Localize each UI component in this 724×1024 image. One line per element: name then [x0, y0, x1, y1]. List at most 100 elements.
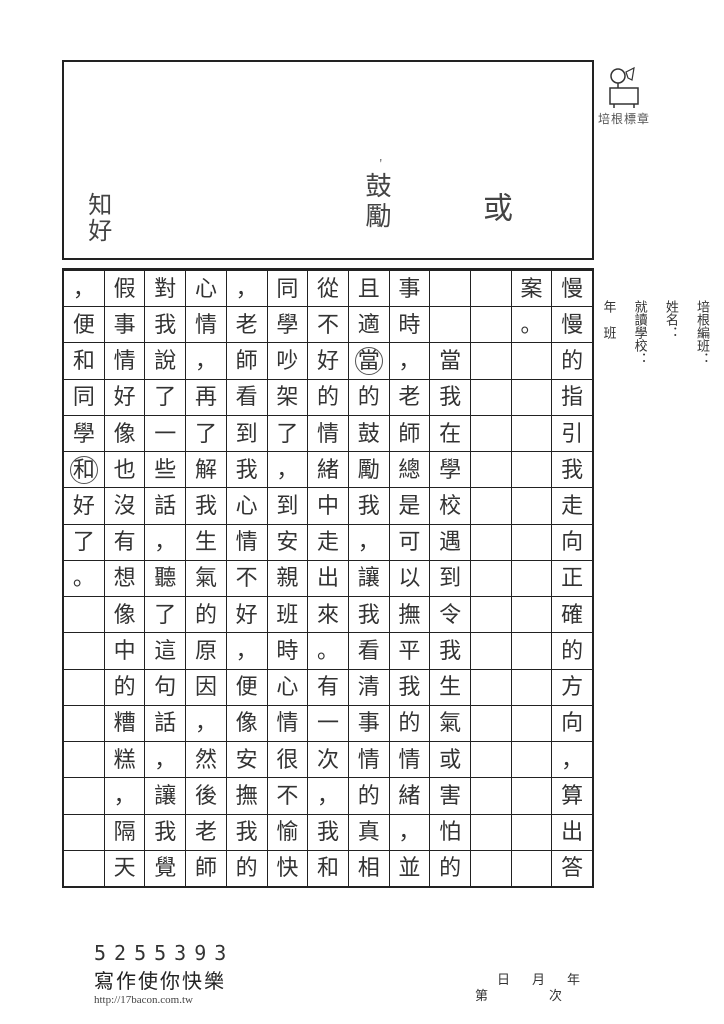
- grid-column: 從不好的情緒中走出來。有一次，我和: [307, 271, 348, 886]
- grid-cell: 方: [552, 670, 592, 706]
- grid-cell: [471, 742, 511, 778]
- grid-cell: 我: [349, 597, 389, 633]
- grid-cell: [471, 380, 511, 416]
- grid-cell: 勵: [349, 452, 389, 488]
- grid-cell: [430, 307, 470, 343]
- grid-cell: 緒: [390, 778, 430, 814]
- grid-cell: 句: [145, 670, 185, 706]
- grid-cell: 學: [430, 452, 470, 488]
- grid-cell: 清: [349, 670, 389, 706]
- badge-icon: [604, 62, 644, 108]
- comment-guli: 鼓勵: [361, 172, 392, 232]
- grid-cell: 到: [227, 416, 267, 452]
- grid-column: 當我在學校遇到令我生氣或害怕的: [429, 271, 470, 886]
- grid-cell: [512, 343, 552, 379]
- grid-cell: 生: [430, 670, 470, 706]
- meta-name: 姓名：: [656, 300, 687, 920]
- grid-column: 對我說了一些話，聽了這句話，讓我覺: [144, 271, 185, 886]
- grid-cell: 平: [390, 633, 430, 669]
- grid-cell: [64, 742, 104, 778]
- grid-cell: 和: [64, 452, 104, 488]
- grid-cell: ，: [349, 525, 389, 561]
- grid-cell: [471, 271, 511, 307]
- grid-cell: 覺: [145, 851, 185, 886]
- badge-label: 培根標章: [596, 110, 652, 127]
- grid-cell: 或: [430, 742, 470, 778]
- grid-cell: 了: [268, 416, 308, 452]
- grid-cell: [471, 416, 511, 452]
- grid-cell: 當: [430, 343, 470, 379]
- grid-cell: 怕: [430, 815, 470, 851]
- grid-cell: 從: [308, 271, 348, 307]
- grid-cell: ，: [390, 815, 430, 851]
- grid-cell: 學: [268, 307, 308, 343]
- footer-url: http://17bacon.com.tw: [94, 994, 234, 1006]
- grid-cell: 糕: [105, 742, 145, 778]
- grid-cell: 架: [268, 380, 308, 416]
- grid-cell: 到: [268, 488, 308, 524]
- grid-cell: 些: [145, 452, 185, 488]
- grid-cell: 有: [105, 525, 145, 561]
- grid-cell: [512, 742, 552, 778]
- grid-column: ，便和同學和好了。: [64, 271, 104, 886]
- grid-cell: 看: [227, 380, 267, 416]
- grid-cell: 情: [349, 742, 389, 778]
- grid-cell: 我: [430, 380, 470, 416]
- grid-cell: 了: [186, 416, 226, 452]
- grid-cell: [471, 597, 511, 633]
- grid-cell: 解: [186, 452, 226, 488]
- grid-column: 事時，老師總是可以撫平我的情緒，並: [389, 271, 430, 886]
- grid-cell: 不: [268, 778, 308, 814]
- grid-cell: [430, 271, 470, 307]
- meta-school: 就讀學校：: [624, 300, 655, 920]
- grid-cell: ，: [186, 706, 226, 742]
- grid-cell: [64, 706, 104, 742]
- grid-cell: 的: [390, 706, 430, 742]
- grid-cell: [471, 343, 511, 379]
- grid-cell: [471, 525, 511, 561]
- teacher-comment-box: 培根標章 ' 或 鼓勵 知好: [62, 60, 594, 260]
- grid-cell: 讓: [349, 561, 389, 597]
- grid-cell: 不: [227, 561, 267, 597]
- grid-cell: ，: [186, 343, 226, 379]
- grid-cell: 引: [552, 416, 592, 452]
- grid-cell: [64, 815, 104, 851]
- grid-cell: ，: [552, 742, 592, 778]
- grid-cell: 出: [308, 561, 348, 597]
- grid-cell: 不: [308, 307, 348, 343]
- grid-cell: 再: [186, 380, 226, 416]
- grid-cell: 師: [227, 343, 267, 379]
- grid-cell: 好: [64, 488, 104, 524]
- grid-cell: 校: [430, 488, 470, 524]
- grid-cell: 向: [552, 706, 592, 742]
- grid-cell: 班: [268, 597, 308, 633]
- grid-cell: 我: [552, 452, 592, 488]
- grid-cell: 緒: [308, 452, 348, 488]
- grid-cell: 適: [349, 307, 389, 343]
- grid-cell: 走: [552, 488, 592, 524]
- grid-cell: ，: [390, 343, 430, 379]
- grid-cell: 好: [227, 597, 267, 633]
- grid-cell: [512, 815, 552, 851]
- grid-cell: 向: [552, 525, 592, 561]
- grid-cell: 的: [186, 597, 226, 633]
- grid-cell: 相: [349, 851, 389, 886]
- grid-cell: 正: [552, 561, 592, 597]
- grid-cell: 的: [227, 851, 267, 886]
- grid-cell: 當: [349, 343, 389, 379]
- grid-cell: 聽: [145, 561, 185, 597]
- grid-cell: 總: [390, 452, 430, 488]
- grid-cell: 中: [308, 488, 348, 524]
- grid-cell: [471, 670, 511, 706]
- grid-cell: 令: [430, 597, 470, 633]
- footer-number: 5255393: [94, 941, 234, 965]
- grid-cell: 確: [552, 597, 592, 633]
- grid-cell: 次: [308, 742, 348, 778]
- grid-cell: 後: [186, 778, 226, 814]
- grid-cell: [471, 452, 511, 488]
- grid-cell: 像: [105, 597, 145, 633]
- grid-cell: 鼓: [349, 416, 389, 452]
- grid-cell: [512, 380, 552, 416]
- grid-cell: 情: [308, 416, 348, 452]
- grid-cell: 情: [227, 525, 267, 561]
